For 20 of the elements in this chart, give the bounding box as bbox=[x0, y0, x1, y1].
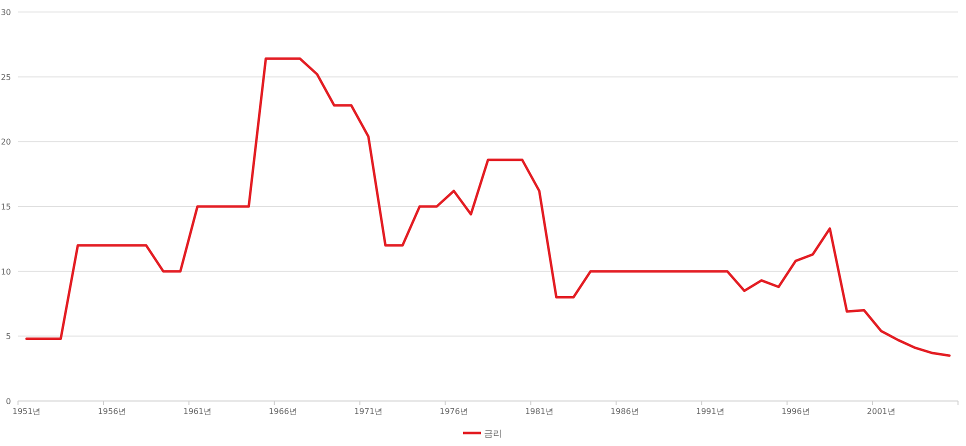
x-tick-label: 2001년 bbox=[866, 407, 896, 416]
x-tick-label: 1971년 bbox=[354, 407, 383, 416]
x-tick-label: 1976년 bbox=[440, 407, 468, 416]
x-tick-label: 1951년 bbox=[12, 407, 41, 416]
x-tick-label: 1981년 bbox=[525, 407, 554, 416]
y-tick-label: 30 bbox=[0, 8, 11, 17]
y-tick-label: 15 bbox=[0, 202, 11, 212]
y-tick-label: 5 bbox=[6, 332, 11, 342]
x-tick-label: 1961년 bbox=[183, 407, 212, 416]
y-tick-label: 10 bbox=[0, 267, 11, 276]
y-tick-label: 0 bbox=[6, 397, 11, 406]
line-series bbox=[25, 57, 951, 357]
x-tick-label: 1991년 bbox=[696, 407, 724, 416]
x-tick-label: 1966년 bbox=[268, 407, 298, 416]
x-tick-label: 1996년 bbox=[781, 407, 810, 416]
y-tick-label: 25 bbox=[0, 72, 11, 82]
x-tick-label: 1956년 bbox=[98, 407, 126, 416]
y-tick-label: 20 bbox=[0, 138, 11, 147]
legend-label: 금리 bbox=[484, 430, 502, 440]
x-tick-label: 1986년 bbox=[610, 407, 639, 416]
